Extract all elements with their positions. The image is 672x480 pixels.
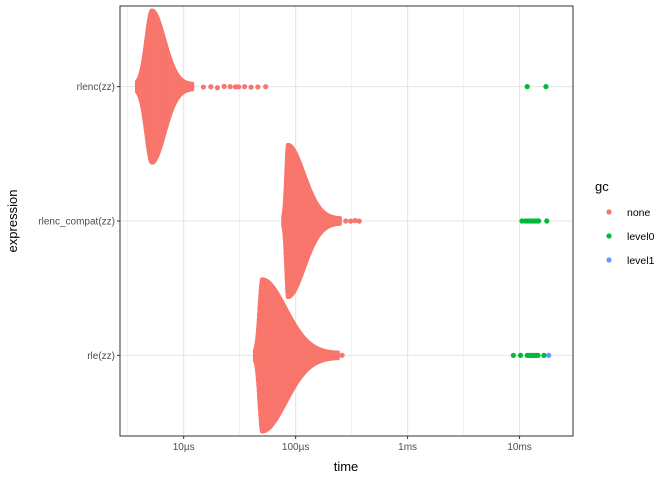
legend-label-level0: level0 — [627, 231, 655, 243]
legend: gc none level0 level1 — [595, 179, 655, 267]
legend-title: gc — [595, 179, 609, 194]
point-level0 — [544, 218, 550, 224]
x-tick-label: 10µs — [173, 442, 195, 453]
point-none — [241, 84, 248, 90]
point-level0 — [535, 352, 541, 358]
point-none — [236, 84, 242, 90]
point-none — [356, 218, 362, 224]
point-none — [352, 217, 358, 224]
point-none — [200, 84, 206, 90]
point-none — [339, 352, 345, 358]
point-level0 — [541, 352, 547, 358]
legend-label-level1: level1 — [627, 255, 655, 267]
point-level0 — [543, 84, 549, 90]
point-none — [263, 84, 269, 90]
legend-label-none: none — [627, 207, 651, 219]
point-level0 — [524, 84, 530, 90]
point-level0 — [510, 352, 516, 358]
x-axis-title: time — [334, 459, 359, 474]
x-tick-label: 10ms — [507, 442, 531, 453]
point-none — [348, 218, 354, 224]
point-level1 — [546, 352, 552, 358]
point-none — [221, 83, 227, 89]
x-tick-label: 100µs — [282, 442, 309, 453]
legend-key-level0 — [606, 233, 612, 239]
x-tick-label: 1ms — [398, 442, 417, 453]
y-tick-label: rlenc_compat(zz) — [38, 217, 115, 228]
point-none — [255, 84, 261, 90]
data-points — [134, 8, 552, 434]
y-tick-label: rle(zz) — [87, 351, 115, 362]
y-axis-title: expression — [5, 190, 20, 253]
point-none — [214, 85, 220, 91]
point-none — [248, 84, 254, 90]
point-level0 — [536, 218, 542, 224]
legend-key-level1 — [606, 257, 612, 263]
point-none — [343, 218, 349, 224]
point-none — [208, 84, 214, 90]
point-level0 — [517, 352, 524, 358]
point-none — [227, 84, 233, 90]
legend-key-none — [606, 209, 612, 215]
axes: 10µs 100µs 1ms 10ms rlenc(zz) rlenc_compat(zz… — [38, 82, 532, 453]
y-tick-label: rlenc(zz) — [77, 82, 115, 93]
